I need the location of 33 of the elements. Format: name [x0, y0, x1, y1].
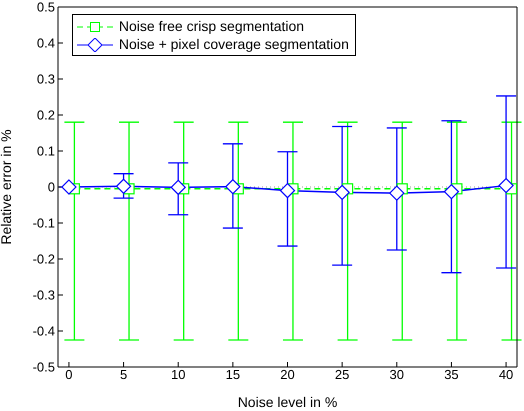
- point: [225, 179, 240, 194]
- y-tick-label: -0.4: [32, 324, 55, 339]
- x-tick-label: 35: [444, 367, 459, 382]
- y-tick-label: 0.2: [36, 108, 55, 123]
- y-tick-label: 0.3: [36, 72, 55, 87]
- point: [444, 184, 460, 200]
- y-tick-label: -0.5: [32, 360, 55, 375]
- y-tick-label: 0.5: [36, 0, 55, 15]
- y-tick-label: 0.1: [36, 144, 55, 159]
- x-axis-title: Noise level in %: [238, 394, 338, 410]
- point: [116, 178, 132, 194]
- point: [280, 183, 296, 198]
- legend-label: Noise free crisp segmentation: [118, 18, 304, 34]
- y-tick-label: -0.2: [32, 252, 55, 267]
- x-tick-label: 15: [226, 367, 240, 382]
- x-tick-label: 40: [498, 367, 514, 382]
- x-tick-label: 5: [120, 367, 128, 382]
- y-tick-label: -0.1: [32, 216, 55, 231]
- point: [389, 186, 404, 201]
- x-tick-label: 10: [170, 367, 186, 382]
- y-tick-label: -0.3: [32, 288, 55, 303]
- y-tick-label: 0.4: [36, 36, 55, 51]
- point: [498, 178, 514, 194]
- y-tick-label: 0: [48, 180, 55, 195]
- legend-label: Noise + pixel coverage segmentation: [118, 36, 349, 52]
- point: [61, 179, 77, 195]
- x-tick-label: 25: [334, 367, 350, 382]
- point: [334, 184, 350, 200]
- x-tick-label: 30: [390, 367, 404, 382]
- x-tick-label: 20: [280, 367, 295, 382]
- x-tick-label: 0: [65, 367, 73, 382]
- y-axis-title: Relative error in %: [0, 129, 14, 245]
- point: [170, 180, 186, 195]
